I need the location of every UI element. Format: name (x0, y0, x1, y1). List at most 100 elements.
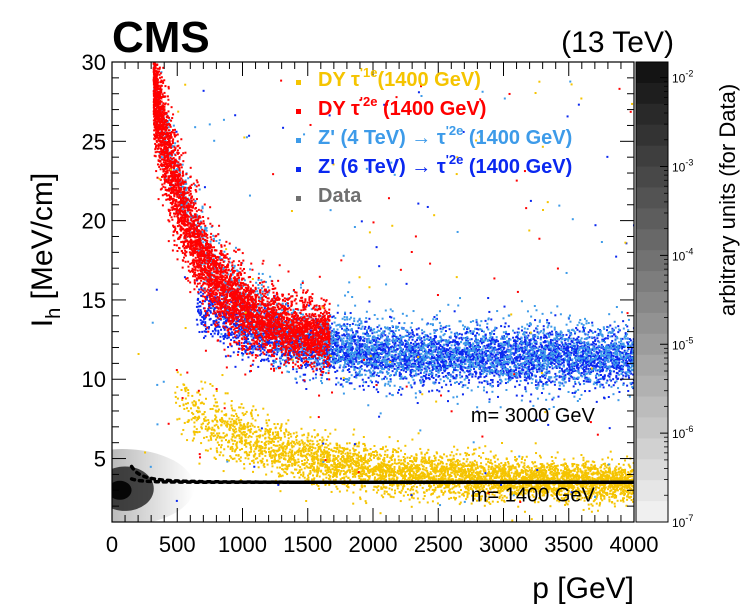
point-dy-1e (467, 453, 470, 456)
point-dy-1e (501, 496, 504, 499)
point-dy-1e (463, 478, 466, 481)
point-dy-1e (346, 483, 349, 486)
point-dy-1e (431, 461, 434, 464)
point-dy-1e (624, 459, 627, 462)
point-dy-1e (556, 476, 559, 479)
point-dy-1e (576, 483, 579, 486)
point-dy-1e (430, 492, 433, 495)
point-dy-1e (411, 438, 414, 441)
point-dy-1e (464, 473, 467, 476)
point-dy-1e (616, 489, 619, 492)
point-dy-1e (556, 474, 559, 477)
point-zprime-6tev (615, 376, 618, 379)
point-dy-1e (310, 465, 313, 468)
point-dy-1e (429, 479, 432, 482)
point-dy-1e (613, 478, 616, 481)
point-dy-1e (432, 469, 435, 472)
point-dy-1e (619, 470, 622, 473)
point-dy-1e (572, 457, 575, 460)
point-dy-1e (305, 455, 308, 458)
point-dy-1e (358, 471, 361, 474)
point-dy-1e (215, 401, 218, 404)
point-dy-1e (536, 474, 539, 477)
point-dy-1e (265, 473, 268, 476)
point-dy-1e (187, 410, 190, 413)
point-dy-1e (575, 479, 578, 482)
point-dy-1e (298, 450, 301, 453)
point-dy-1e (437, 470, 440, 473)
point-dy-1e (204, 416, 207, 419)
point-dy-1e (627, 463, 630, 466)
point-dy-1e (614, 483, 617, 486)
point-dy-1e (301, 449, 304, 452)
point-dy-1e (359, 467, 362, 470)
point-dy-1e (586, 492, 589, 495)
point-dy-1e (194, 401, 197, 404)
point-dy-1e (605, 466, 608, 469)
point-dy-1e (622, 471, 625, 474)
point-zprime-6tev (360, 359, 363, 362)
point-dy-1e (244, 425, 247, 428)
point-dy-1e (580, 485, 583, 488)
point-dy-1e (334, 428, 337, 431)
point-dy-1e (416, 474, 419, 477)
point-dy-1e (322, 438, 325, 441)
point-zprime-6tev (331, 322, 334, 325)
point-dy-1e (357, 462, 360, 465)
point-dy-1e (482, 484, 485, 487)
point-dy-1e (489, 461, 492, 464)
point-dy-1e (266, 463, 269, 466)
point-dy-1e (504, 474, 507, 477)
point-dy-1e (464, 490, 467, 493)
point-dy-1e (381, 465, 384, 468)
point-dy-1e (354, 452, 357, 455)
point-dy-1e (194, 415, 197, 418)
point-dy-1e (400, 469, 403, 472)
point-zprime-6tev (421, 378, 424, 381)
point-dy-1e (557, 483, 560, 486)
point-dy-1e (413, 457, 416, 460)
point-dy-1e (609, 486, 612, 489)
point-dy-1e (465, 476, 468, 479)
point-zprime-6tev (277, 343, 280, 346)
point-dy-1e (297, 448, 300, 451)
point-dy-1e (297, 453, 300, 456)
point-dy-1e (237, 434, 240, 437)
point-dy-1e (504, 470, 507, 473)
point-dy-1e (279, 475, 282, 478)
point-dy-1e (315, 470, 318, 473)
point-dy-1e (272, 449, 275, 452)
point-dy-1e (539, 456, 542, 459)
point-dy-1e (359, 496, 362, 499)
point-dy-1e (488, 461, 491, 464)
point-dy-1e (526, 473, 529, 476)
point-dy-1e (568, 469, 571, 472)
point-dy-1e (621, 472, 624, 475)
point-dy-1e (497, 487, 500, 490)
point-dy-1e (450, 468, 453, 471)
point-dy-1e (518, 485, 521, 488)
point-dy-1e (307, 452, 310, 455)
point-dy-1e (389, 495, 392, 498)
point-dy-1e (414, 476, 417, 479)
point-dy-1e (551, 490, 554, 493)
point-zprime-6tev (587, 380, 590, 383)
point-dy-1e (621, 479, 624, 482)
point-dy-1e (235, 454, 238, 457)
point-zprime-6tev (451, 375, 454, 378)
point-dy-1e (537, 490, 540, 493)
point-dy-1e (303, 459, 306, 462)
point-dy-1e (296, 450, 299, 453)
point-dy-1e (467, 469, 470, 472)
point-dy-1e (416, 477, 419, 480)
point-dy-1e (283, 470, 286, 473)
point-dy-1e (419, 472, 422, 475)
point-dy-1e (609, 472, 612, 475)
point-dy-1e (552, 476, 555, 479)
point-dy-1e (308, 463, 311, 466)
point-dy-1e (420, 451, 423, 454)
point-dy-1e (465, 474, 468, 477)
point-dy-1e (341, 464, 344, 467)
point-dy-1e (459, 453, 462, 456)
point-dy-1e (614, 472, 617, 475)
